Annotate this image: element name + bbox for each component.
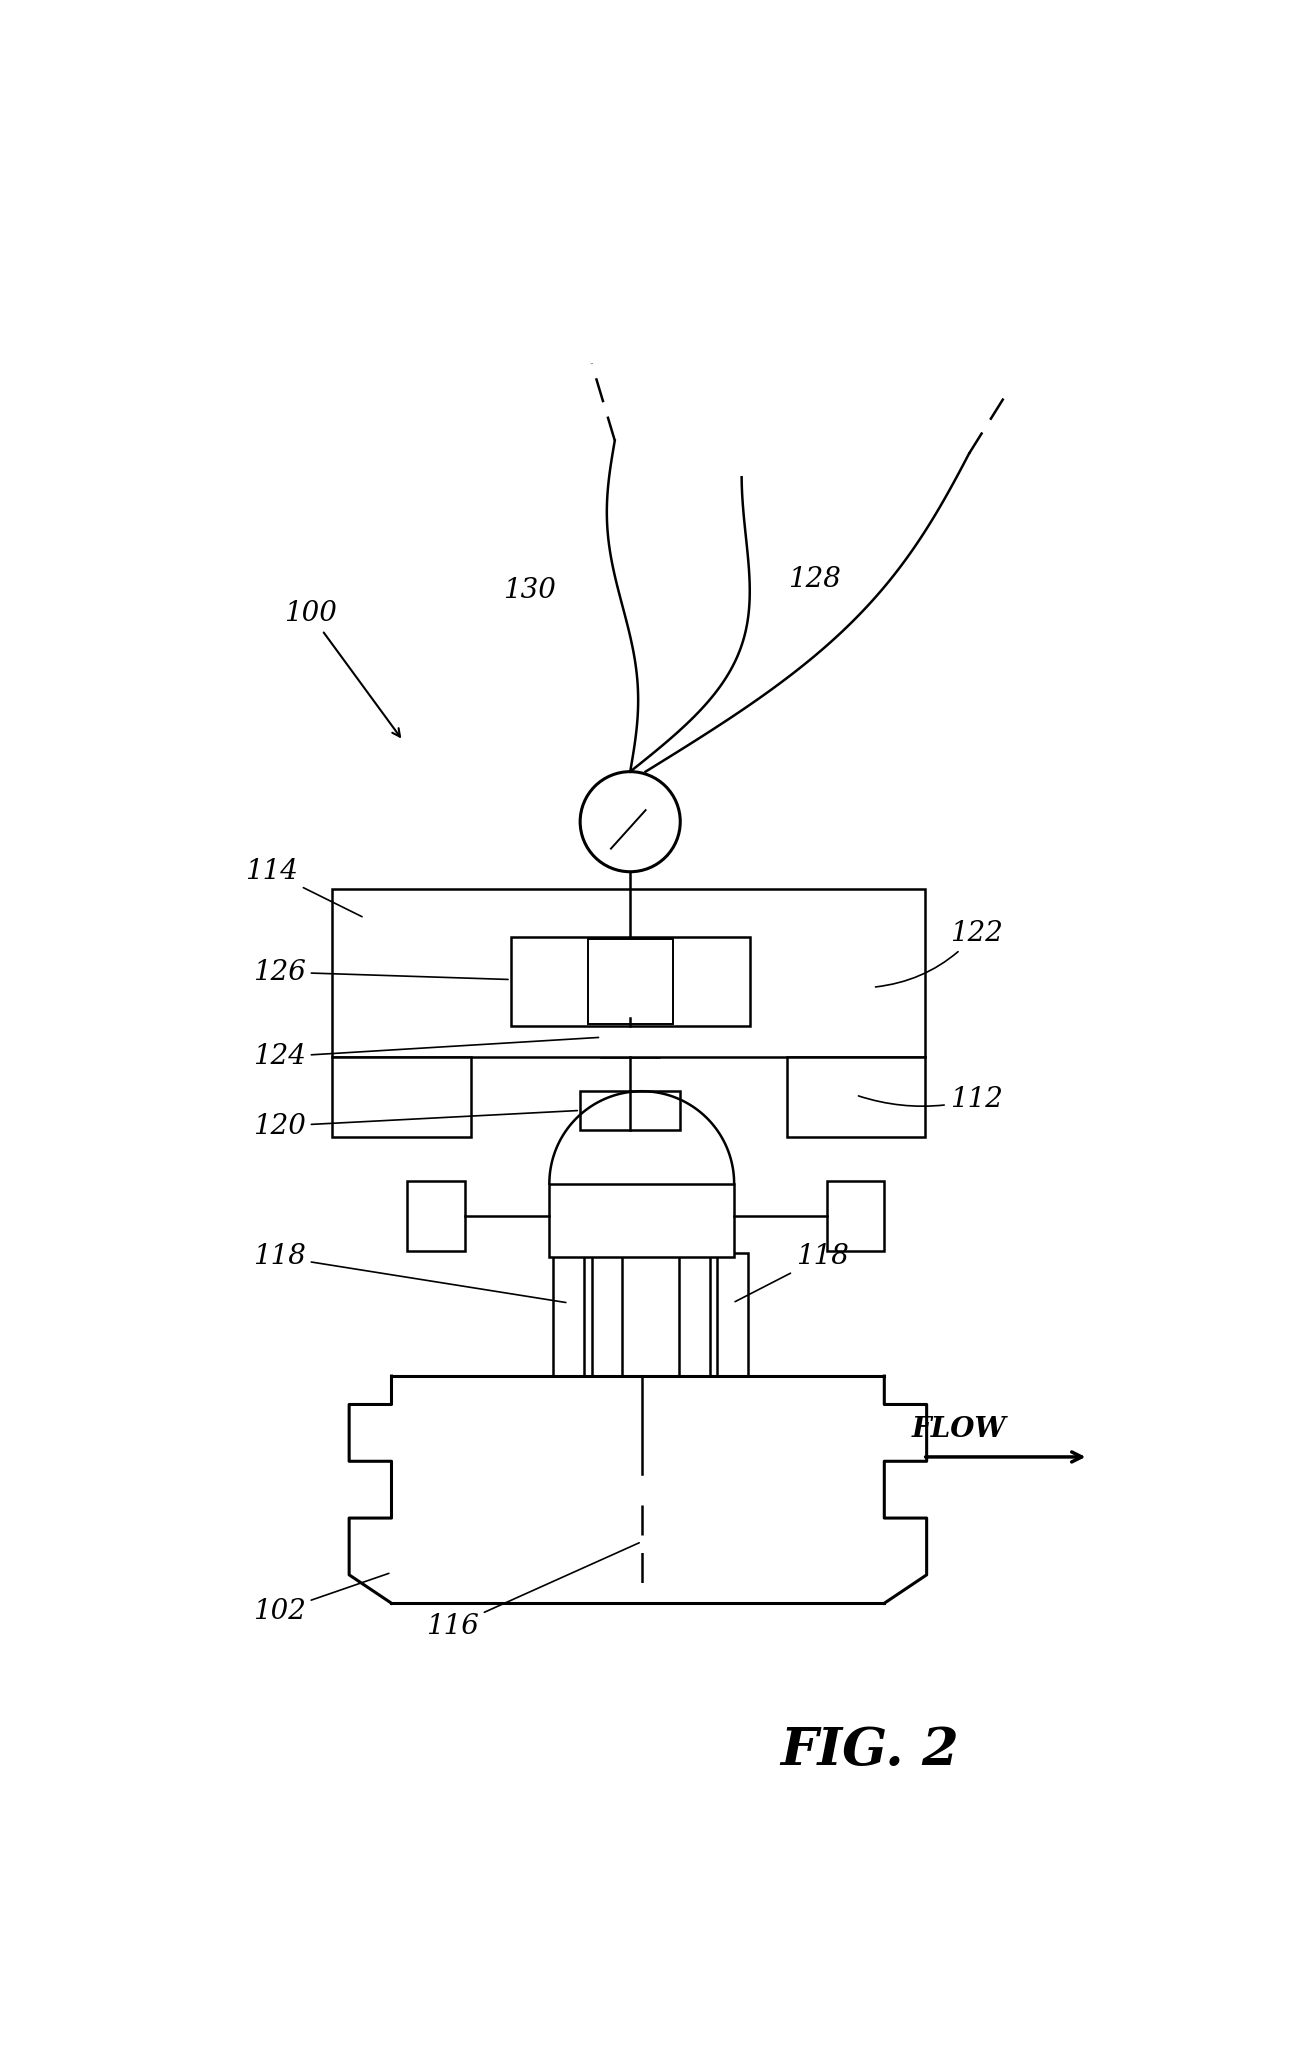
Text: 120: 120 — [253, 1110, 577, 1139]
Bar — [679, 1253, 709, 1377]
Text: 128: 128 — [788, 566, 840, 593]
Bar — [333, 1056, 470, 1137]
Circle shape — [580, 771, 681, 872]
Text: 100: 100 — [284, 601, 400, 736]
Text: 112: 112 — [858, 1085, 1003, 1112]
Text: 130: 130 — [503, 577, 556, 604]
Text: 102: 102 — [253, 1573, 389, 1625]
Bar — [588, 938, 673, 1023]
Bar — [553, 1253, 584, 1377]
Text: FLOW: FLOW — [911, 1416, 1005, 1443]
Bar — [407, 1180, 464, 1251]
Text: 118: 118 — [253, 1244, 566, 1302]
Bar — [826, 1180, 884, 1251]
Bar — [592, 1253, 623, 1377]
Text: 122: 122 — [875, 920, 1003, 986]
Text: 118: 118 — [735, 1244, 848, 1302]
Text: 126: 126 — [253, 959, 508, 986]
Bar — [510, 936, 749, 1025]
Bar — [717, 1253, 748, 1377]
Bar — [333, 889, 926, 1056]
Text: 114: 114 — [245, 858, 362, 916]
Bar — [549, 1184, 735, 1257]
Bar — [580, 1091, 681, 1131]
Text: 124: 124 — [253, 1038, 598, 1071]
Bar — [786, 1056, 926, 1137]
Text: FIG. 2: FIG. 2 — [780, 1726, 959, 1776]
Text: 116: 116 — [427, 1542, 639, 1639]
Bar — [602, 1019, 659, 1056]
